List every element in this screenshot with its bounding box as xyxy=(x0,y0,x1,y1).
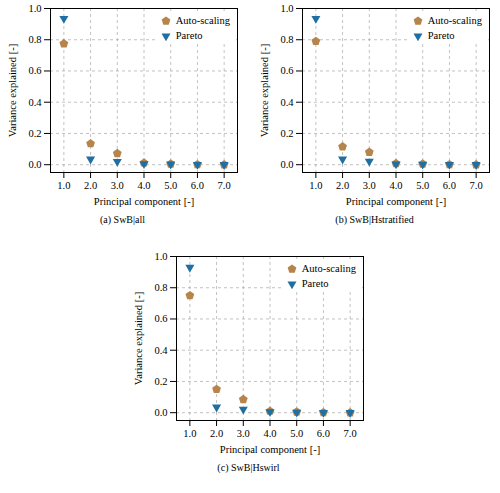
html-text:Auto-scaling: Auto-scaling xyxy=(175,15,230,26)
svg-text:1.0: 1.0 xyxy=(57,180,70,191)
svg-text:5.0: 5.0 xyxy=(164,180,177,191)
svg-text:3.0: 3.0 xyxy=(237,428,250,439)
svg-text:4.0: 4.0 xyxy=(263,428,276,439)
svg-text:0.6: 0.6 xyxy=(28,65,41,76)
html-text:Pareto: Pareto xyxy=(301,278,329,289)
svg-text:0.2: 0.2 xyxy=(280,128,293,139)
svg-text:1.0: 1.0 xyxy=(154,251,167,262)
svg-text:Principal component [-]: Principal component [-] xyxy=(220,444,320,455)
svg-text:3.0: 3.0 xyxy=(363,180,376,191)
svg-text:5.0: 5.0 xyxy=(290,428,303,439)
svg-text:4.0: 4.0 xyxy=(137,180,150,191)
svg-text:6.0: 6.0 xyxy=(443,180,456,191)
svg-text:0.2: 0.2 xyxy=(28,128,41,139)
svg-text:1.0: 1.0 xyxy=(280,3,293,14)
svg-text:0.0: 0.0 xyxy=(154,407,167,418)
svg-text:5.0: 5.0 xyxy=(416,180,429,191)
svg-text:Principal component [-]: Principal component [-] xyxy=(346,196,446,207)
svg-text:1.0: 1.0 xyxy=(183,428,196,439)
html-text:(a) SwB|all: (a) SwB|all xyxy=(100,214,145,225)
svg-text:0.2: 0.2 xyxy=(154,376,167,387)
svg-text:4.0: 4.0 xyxy=(389,180,402,191)
svg-text:Principal component [-]: Principal component [-] xyxy=(94,196,194,207)
svg-text:6.0: 6.0 xyxy=(191,180,204,191)
html-text:Pareto: Pareto xyxy=(175,30,203,41)
html-text:Auto-scaling: Auto-scaling xyxy=(427,15,482,26)
svg-text:0.6: 0.6 xyxy=(154,313,167,324)
svg-text:0.4: 0.4 xyxy=(28,97,42,108)
svg-text:Variance explained [-]: Variance explained [-] xyxy=(259,44,270,137)
svg-text:0.0: 0.0 xyxy=(28,159,41,170)
svg-text:0.6: 0.6 xyxy=(280,65,293,76)
svg-text:0.8: 0.8 xyxy=(280,34,293,45)
html-text:Pareto: Pareto xyxy=(427,30,455,41)
svg-text:Variance explained [-]: Variance explained [-] xyxy=(7,44,18,137)
svg-text:0.0: 0.0 xyxy=(280,159,293,170)
svg-text:7.0: 7.0 xyxy=(470,180,483,191)
html-text:(b) SwB|Hstratified: (b) SwB|Hstratified xyxy=(335,214,414,225)
html-text:Auto-scaling: Auto-scaling xyxy=(301,263,356,274)
svg-text:0.4: 0.4 xyxy=(280,97,294,108)
svg-text:7.0: 7.0 xyxy=(218,180,231,191)
svg-text:3.0: 3.0 xyxy=(111,180,124,191)
svg-text:0.4: 0.4 xyxy=(154,345,168,356)
svg-text:2.0: 2.0 xyxy=(336,180,349,191)
svg-text:6.0: 6.0 xyxy=(317,428,330,439)
svg-text:0.8: 0.8 xyxy=(154,282,167,293)
svg-text:2.0: 2.0 xyxy=(210,428,223,439)
svg-text:7.0: 7.0 xyxy=(344,428,357,439)
svg-text:Variance explained [-]: Variance explained [-] xyxy=(133,292,144,385)
html-text:(c) SwB|Hswirl: (c) SwB|Hswirl xyxy=(217,462,280,473)
svg-text:2.0: 2.0 xyxy=(84,180,97,191)
svg-text:1.0: 1.0 xyxy=(309,180,322,191)
svg-text:1.0: 1.0 xyxy=(28,3,41,14)
svg-text:0.8: 0.8 xyxy=(28,34,41,45)
